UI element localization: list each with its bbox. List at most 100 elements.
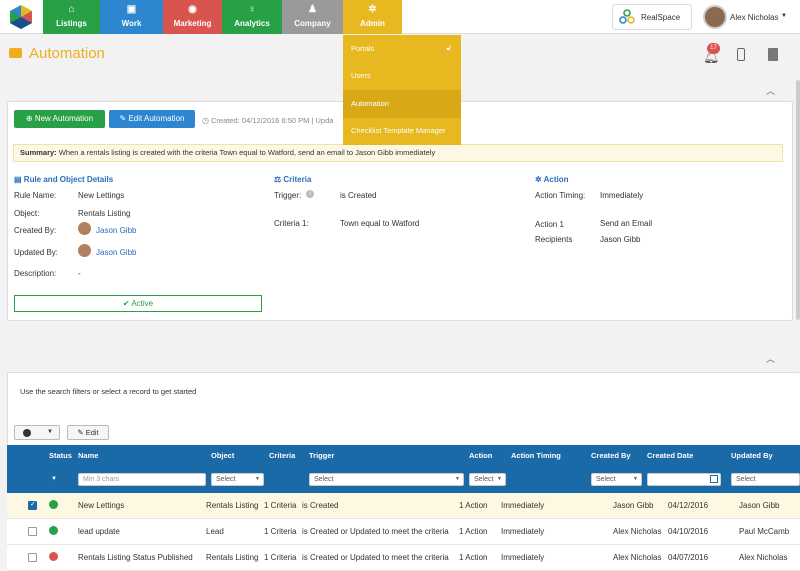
row-action-link[interactable]: 1 Action (459, 527, 488, 536)
rule-name-label: Rule Name: (14, 191, 57, 200)
clock-icon: ◷ (202, 116, 209, 125)
summary-prefix: Summary: (20, 148, 57, 157)
table-row[interactable]: Rentals Listing Status Published Rentals… (7, 545, 800, 571)
row-created-by-link[interactable]: Alex Nicholas (613, 527, 662, 536)
gear-icon: ✲ (535, 175, 542, 184)
status-error-icon (49, 552, 58, 561)
action-1-label: Action 1 (535, 220, 564, 229)
avatar (78, 222, 91, 235)
action-timing-value: Immediately (600, 191, 644, 200)
row-criteria-link[interactable]: 1 Criteria (264, 501, 297, 510)
trigger-filter-select[interactable]: Select ▼ (309, 473, 464, 486)
edit-icon: ✎ (77, 428, 84, 437)
brand-name: RealSpace (641, 13, 681, 22)
collapse-top-icon[interactable]: ︿ (766, 86, 776, 96)
row-updated-by-link[interactable]: Alex Nicholas (739, 553, 788, 562)
nav-tab-admin[interactable]: ✲ Admin (343, 0, 402, 34)
column-object[interactable]: Object (211, 451, 235, 460)
nav-tab-company[interactable]: ♟ Company (282, 0, 343, 34)
row-name: lead update (78, 527, 120, 536)
bulk-actions-dropdown[interactable]: ▼ (14, 425, 60, 440)
row-created-date: 04/12/2016 (668, 501, 709, 510)
menu-item-portals[interactable]: Portals 🔓︎ (343, 35, 461, 63)
user-name: Alex Nicholas (730, 13, 779, 22)
row-checkbox[interactable] (28, 553, 37, 562)
gear-icon: ✲ (368, 4, 377, 15)
column-action-timing[interactable]: Action Timing (511, 451, 561, 460)
column-action[interactable]: Action (469, 451, 493, 460)
column-status[interactable]: Status (49, 451, 72, 460)
row-action-link[interactable]: 1 Action (459, 501, 488, 510)
chevron-down-icon: ▼ (255, 476, 260, 482)
menu-item-automation[interactable]: Automation (343, 90, 461, 118)
summary-text: When a rentals listing is created with t… (58, 148, 436, 157)
created-info: Created: 04/12/2016 6:50 PM | Upda (211, 116, 334, 125)
row-checkbox[interactable]: ✓ (28, 501, 37, 510)
row-updated-by-link[interactable]: Jason Gibb (739, 501, 780, 510)
avatar (703, 5, 727, 29)
row-action-link[interactable]: 1 Action (459, 553, 488, 562)
briefcase-icon (9, 48, 22, 58)
menu-item-checklist-template-manager[interactable]: Checklist Template Manager (351, 126, 446, 135)
mobile-icon[interactable] (737, 48, 745, 61)
chevron-down-icon: ▼ (633, 476, 638, 482)
collapse-list-icon[interactable]: ︿ (766, 354, 776, 364)
trigger-value: is Created (340, 191, 377, 200)
scrollbar[interactable] (796, 80, 800, 320)
new-automation-button[interactable]: ⊕ New Automation (14, 110, 105, 128)
page-title: Automation (29, 45, 105, 62)
document-icon[interactable] (768, 48, 778, 61)
object-label: Object: (14, 209, 40, 218)
column-trigger[interactable]: Trigger (309, 451, 335, 460)
caret-down-icon[interactable]: ▼ (51, 476, 57, 482)
column-created-by[interactable]: Created By (591, 451, 631, 460)
created-by-label: Created By: (14, 226, 57, 235)
brand-switcher[interactable]: RealSpace (612, 4, 692, 30)
name-filter-input[interactable]: Min 3 chars (78, 473, 206, 486)
nav-tab-marketing[interactable]: ◉ Marketing (163, 0, 222, 34)
notification-badge: 17 (707, 43, 720, 54)
row-updated-by-link[interactable]: Paul McCamb (739, 527, 790, 536)
row-created-date: 04/07/2016 (668, 553, 709, 562)
description-label: Description: (14, 269, 57, 278)
column-name[interactable]: Name (78, 451, 99, 460)
object-filter-select[interactable]: Select ▼ (211, 473, 264, 486)
edit-button[interactable]: ✎ Edit (67, 425, 109, 440)
table-row[interactable]: ✓ New Lettings Rentals Listing 1 Criteri… (7, 493, 800, 519)
filter-row: ▼ Min 3 chars Select ▼ Select ▼ Select ▼ Se… (7, 465, 800, 493)
table-row[interactable]: lead update Lead 1 Criteria is Created o… (7, 519, 800, 545)
row-name: New Lettings (78, 501, 125, 510)
chevron-down-icon: ▼ (455, 476, 460, 482)
edit-automation-button[interactable]: ✎ Edit Automation (109, 110, 195, 128)
criteria-label: Criteria 1: (274, 219, 309, 228)
column-updated-by[interactable]: Updated By (731, 451, 773, 460)
minus-circle-icon (23, 429, 31, 437)
menu-item-users[interactable]: Users (351, 71, 371, 80)
row-criteria-link[interactable]: 1 Criteria (264, 553, 297, 562)
info-icon[interactable]: i (306, 190, 314, 198)
user-menu[interactable]: Alex Nicholas ▼ (700, 4, 796, 30)
list-hint: Use the search filters or select a recor… (20, 387, 197, 396)
column-criteria[interactable]: Criteria (269, 451, 296, 460)
row-timing: Immediately (501, 527, 545, 536)
nav-tab-work[interactable]: ▣ Work (100, 0, 163, 34)
calendar-icon[interactable] (710, 475, 718, 483)
row-criteria-link[interactable]: 1 Criteria (264, 527, 297, 536)
row-trigger: is Created or Updated to meet the criter… (302, 553, 449, 562)
row-checkbox[interactable] (28, 527, 37, 536)
app-logo[interactable] (8, 4, 34, 30)
created-date-filter-input[interactable] (647, 473, 721, 486)
nav-tab-analytics[interactable]: ♀ Analytics (222, 0, 282, 34)
action-filter-select[interactable]: Select ▼ (469, 473, 506, 486)
nav-tab-listings[interactable]: ⌂ Listings (43, 0, 100, 34)
created-by-link[interactable]: Jason Gibb (96, 226, 137, 235)
chevron-down-icon: ▼ (781, 13, 787, 19)
unlock-icon: 🔓︎ (446, 45, 451, 52)
row-timing: Immediately (501, 501, 545, 510)
column-created-date[interactable]: Created Date (647, 451, 694, 460)
row-created-by-link[interactable]: Jason Gibb (613, 501, 654, 510)
updated-by-filter-select[interactable]: Select (731, 473, 800, 486)
row-created-by-link[interactable]: Alex Nicholas (613, 553, 662, 562)
updated-by-link[interactable]: Jason Gibb (96, 248, 137, 257)
created-by-filter-select[interactable]: Select ▼ (591, 473, 642, 486)
